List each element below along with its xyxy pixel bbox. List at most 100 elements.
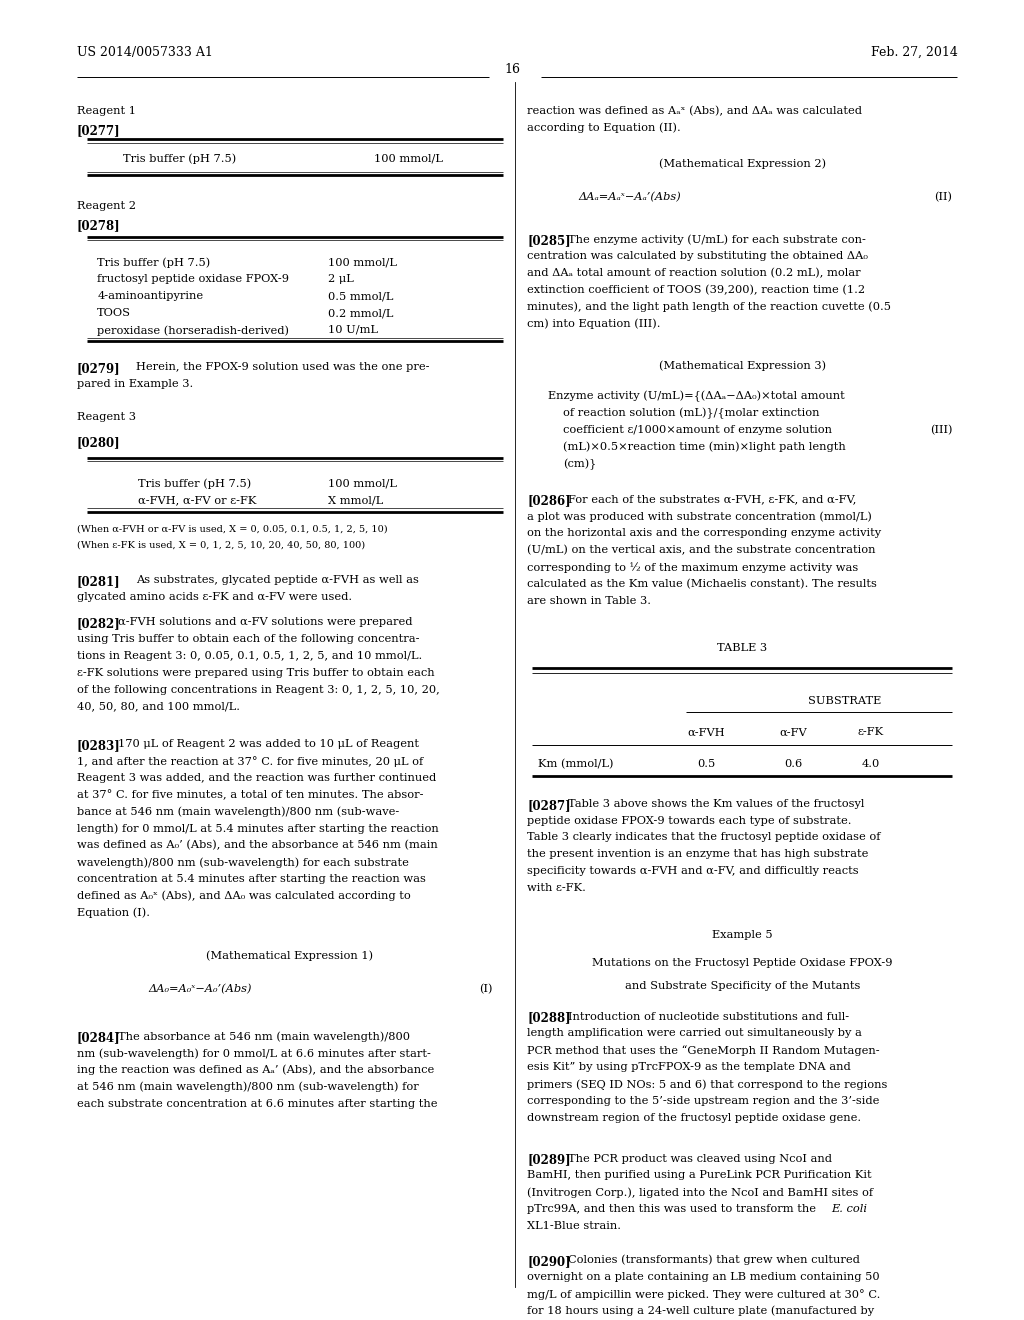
Text: TOOS: TOOS [97,308,131,318]
Text: extinction coefficient of TOOS (39,200), reaction time (1.2: extinction coefficient of TOOS (39,200),… [527,285,865,296]
Text: (Invitrogen Corp.), ligated into the NcoI and BamHI sites of: (Invitrogen Corp.), ligated into the Nco… [527,1187,873,1197]
Text: Reagent 3: Reagent 3 [77,412,136,422]
Text: TABLE 3: TABLE 3 [718,643,767,653]
Text: [0286]: [0286] [527,494,571,507]
Text: [0287]: [0287] [527,799,571,812]
Text: 0.6: 0.6 [784,759,803,770]
Text: (III): (III) [930,425,952,436]
Text: coefficient ε/1000×amount of enzyme solution: coefficient ε/1000×amount of enzyme solu… [563,425,833,434]
Text: 40, 50, 80, and 100 mmol/L.: 40, 50, 80, and 100 mmol/L. [77,702,240,711]
Text: each substrate concentration at 6.6 minutes after starting the: each substrate concentration at 6.6 minu… [77,1098,437,1109]
Text: Km (mmol/L): Km (mmol/L) [538,759,613,770]
Text: Colonies (transformants) that grew when cultured: Colonies (transformants) that grew when … [568,1255,860,1266]
Text: [0280]: [0280] [77,436,121,449]
Text: 2 μL: 2 μL [328,275,353,284]
Text: Feb. 27, 2014: Feb. 27, 2014 [870,46,957,59]
Text: and ΔAₐ total amount of reaction solution (0.2 mL), molar: and ΔAₐ total amount of reaction solutio… [527,268,861,279]
Text: of the following concentrations in Reagent 3: 0, 1, 2, 5, 10, 20,: of the following concentrations in Reage… [77,685,439,694]
Text: cm) into Equation (III).: cm) into Equation (III). [527,318,660,329]
Text: [0284]: [0284] [77,1031,121,1044]
Text: corresponding to ½ of the maximum enzyme activity was: corresponding to ½ of the maximum enzyme… [527,562,858,573]
Text: 0.2 mmol/L: 0.2 mmol/L [328,308,393,318]
Text: defined as A₀ˣ (Abs), and ΔA₀ was calculated according to: defined as A₀ˣ (Abs), and ΔA₀ was calcul… [77,891,411,902]
Text: downstream region of the fructosyl peptide oxidase gene.: downstream region of the fructosyl pepti… [527,1113,861,1123]
Text: glycated amino acids ε-FK and α-FV were used.: glycated amino acids ε-FK and α-FV were … [77,591,352,602]
Text: corresponding to the 5’-side upstream region and the 3’-side: corresponding to the 5’-side upstream re… [527,1096,880,1106]
Text: (U/mL) on the vertical axis, and the substrate concentration: (U/mL) on the vertical axis, and the sub… [527,545,876,556]
Text: Tris buffer (pH 7.5): Tris buffer (pH 7.5) [123,153,236,164]
Text: α-FVH: α-FVH [688,727,725,738]
Text: PCR method that uses the “GeneMorph II Random Mutagen-: PCR method that uses the “GeneMorph II R… [527,1045,880,1056]
Text: SUBSTRATE: SUBSTRATE [808,696,882,706]
Text: [0279]: [0279] [77,362,121,375]
Text: pTrc99A, and then this was used to transform the: pTrc99A, and then this was used to trans… [527,1204,820,1214]
Text: (Mathematical Expression 2): (Mathematical Expression 2) [658,158,826,169]
Text: length amplification were carried out simultaneously by a: length amplification were carried out si… [527,1028,862,1039]
Text: Enzyme activity (U/mL)={(ΔAₐ−ΔA₀)×total amount: Enzyme activity (U/mL)={(ΔAₐ−ΔA₀)×total … [548,391,845,403]
Text: BamHI, then purified using a PureLink PCR Purification Kit: BamHI, then purified using a PureLink PC… [527,1171,872,1180]
Text: α-FV: α-FV [779,727,808,738]
Text: reaction was defined as Aₐˣ (Abs), and ΔAₐ was calculated: reaction was defined as Aₐˣ (Abs), and Δ… [527,106,862,116]
Text: 1, and after the reaction at 37° C. for five minutes, 20 μL of: 1, and after the reaction at 37° C. for … [77,755,423,767]
Text: minutes), and the light path length of the reaction cuvette (0.5: minutes), and the light path length of t… [527,301,891,312]
Text: ε-FK solutions were prepared using Tris buffer to obtain each: ε-FK solutions were prepared using Tris … [77,668,434,677]
Text: Tris buffer (pH 7.5): Tris buffer (pH 7.5) [97,257,211,268]
Text: [0289]: [0289] [527,1154,571,1167]
Text: a plot was produced with substrate concentration (mmol/L): a plot was produced with substrate conce… [527,511,872,521]
Text: peptide oxidase FPOX-9 towards each type of substrate.: peptide oxidase FPOX-9 towards each type… [527,816,852,825]
Text: The absorbance at 546 nm (main wavelength)/800: The absorbance at 546 nm (main wavelengt… [118,1031,410,1041]
Text: US 2014/0057333 A1: US 2014/0057333 A1 [77,46,213,59]
Text: 4-aminoantipyrine: 4-aminoantipyrine [97,292,204,301]
Text: 170 μL of Reagent 2 was added to 10 μL of Reagent: 170 μL of Reagent 2 was added to 10 μL o… [118,739,419,748]
Text: α-FVH, α-FV or ε-FK: α-FVH, α-FV or ε-FK [138,495,257,506]
Text: calculated as the Km value (Michaelis constant). The results: calculated as the Km value (Michaelis co… [527,578,878,589]
Text: centration was calculated by substituting the obtained ΔA₀: centration was calculated by substitutin… [527,251,868,261]
Text: Reagent 3 was added, and the reaction was further continued: Reagent 3 was added, and the reaction wa… [77,772,436,783]
Text: Equation (I).: Equation (I). [77,908,150,919]
Text: at 546 nm (main wavelength)/800 nm (sub-wavelength) for: at 546 nm (main wavelength)/800 nm (sub-… [77,1082,419,1093]
Text: [0282]: [0282] [77,618,121,630]
Text: nm (sub-wavelength) for 0 mmol/L at 6.6 minutes after start-: nm (sub-wavelength) for 0 mmol/L at 6.6 … [77,1048,431,1059]
Text: Reagent 2: Reagent 2 [77,201,136,211]
Text: tions in Reagent 3: 0, 0.05, 0.1, 0.5, 1, 2, 5, and 10 mmol/L.: tions in Reagent 3: 0, 0.05, 0.1, 0.5, 1… [77,651,422,661]
Text: Herein, the FPOX-9 solution used was the one pre-: Herein, the FPOX-9 solution used was the… [136,362,430,372]
Text: the present invention is an enzyme that has high substrate: the present invention is an enzyme that … [527,849,868,859]
Text: (Mathematical Expression 3): (Mathematical Expression 3) [658,360,826,371]
Text: of reaction solution (mL)}/{molar extinction: of reaction solution (mL)}/{molar extinc… [563,408,819,420]
Text: at 37° C. for five minutes, a total of ten minutes. The absor-: at 37° C. for five minutes, a total of t… [77,789,423,800]
Text: XL1-Blue strain.: XL1-Blue strain. [527,1221,622,1232]
Text: according to Equation (II).: according to Equation (II). [527,123,681,133]
Text: As substrates, glycated peptide α-FVH as well as: As substrates, glycated peptide α-FVH as… [136,576,419,585]
Text: 16: 16 [504,63,520,77]
Text: [0290]: [0290] [527,1255,571,1269]
Text: (When ε-FK is used, X = 0, 1, 2, 5, 10, 20, 40, 50, 80, 100): (When ε-FK is used, X = 0, 1, 2, 5, 10, … [77,540,365,549]
Text: [0277]: [0277] [77,124,121,137]
Text: bance at 546 nm (main wavelength)/800 nm (sub-wave-: bance at 546 nm (main wavelength)/800 nm… [77,807,399,817]
Text: ing the reaction was defined as Aₐ’ (Abs), and the absorbance: ing the reaction was defined as Aₐ’ (Abs… [77,1065,434,1076]
Text: Introduction of nucleotide substitutions and full-: Introduction of nucleotide substitutions… [568,1011,850,1022]
Text: was defined as A₀’ (Abs), and the absorbance at 546 nm (main: was defined as A₀’ (Abs), and the absorb… [77,840,437,850]
Text: and Substrate Specificity of the Mutants: and Substrate Specificity of the Mutants [625,981,860,991]
Text: ΔAₐ=Aₐˣ−Aₐ’(Abs): ΔAₐ=Aₐˣ−Aₐ’(Abs) [579,191,681,202]
Text: overnight on a plate containing an LB medium containing 50: overnight on a plate containing an LB me… [527,1271,880,1282]
Text: (When α-FVH or α-FV is used, X = 0, 0.05, 0.1, 0.5, 1, 2, 5, 10): (When α-FVH or α-FV is used, X = 0, 0.05… [77,524,387,533]
Text: X mmol/L: X mmol/L [328,495,383,506]
Text: [0285]: [0285] [527,234,571,247]
Text: concentration at 5.4 minutes after starting the reaction was: concentration at 5.4 minutes after start… [77,874,426,884]
Text: For each of the substrates α-FVH, ε-FK, and α-FV,: For each of the substrates α-FVH, ε-FK, … [568,494,857,504]
Text: esis Kit” by using pTrcFPOX-9 as the template DNA and: esis Kit” by using pTrcFPOX-9 as the tem… [527,1063,851,1072]
Text: using Tris buffer to obtain each of the following concentra-: using Tris buffer to obtain each of the … [77,634,419,644]
Text: Table 3 clearly indicates that the fructosyl peptide oxidase of: Table 3 clearly indicates that the fruct… [527,833,881,842]
Text: 0.5: 0.5 [697,759,716,770]
Text: [0278]: [0278] [77,219,121,232]
Text: pared in Example 3.: pared in Example 3. [77,379,194,388]
Text: The PCR product was cleaved using NcoI and: The PCR product was cleaved using NcoI a… [568,1154,833,1163]
Text: wavelength)/800 nm (sub-wavelength) for each substrate: wavelength)/800 nm (sub-wavelength) for … [77,857,409,867]
Text: Example 5: Example 5 [712,931,773,940]
Text: 0.5 mmol/L: 0.5 mmol/L [328,292,393,301]
Text: (II): (II) [934,191,952,202]
Text: 10 U/mL: 10 U/mL [328,325,378,335]
Text: Table 3 above shows the Km values of the fructosyl: Table 3 above shows the Km values of the… [568,799,864,809]
Text: Reagent 1: Reagent 1 [77,106,136,116]
Text: length) for 0 mmol/L at 5.4 minutes after starting the reaction: length) for 0 mmol/L at 5.4 minutes afte… [77,824,438,834]
